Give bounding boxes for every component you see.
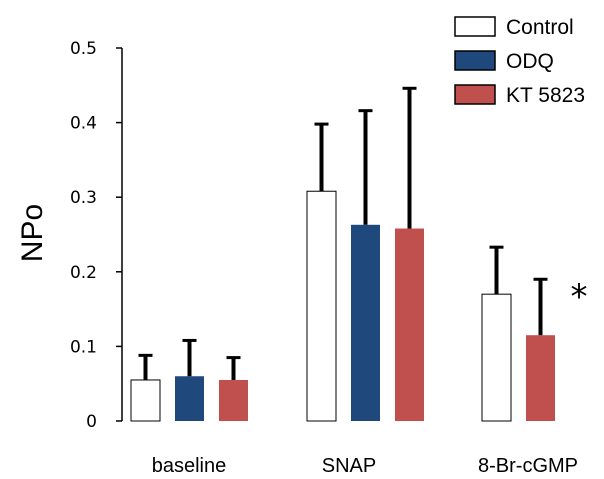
legend-swatch — [454, 84, 496, 105]
category-label: baseline — [152, 455, 227, 477]
category-labels: baseline SNAP 8-Br-cGMP — [152, 455, 578, 477]
category-label: SNAP — [322, 455, 376, 477]
y-tick-label: 0.4 — [70, 114, 97, 134]
annotations: * — [571, 277, 588, 317]
legend-swatch — [454, 50, 496, 71]
error-bars — [138, 86, 548, 380]
bar-control-8-br-cgmp — [481, 293, 512, 422]
bar-kt-5823-baseline — [219, 379, 248, 421]
y-tick-label: 0 — [86, 412, 97, 432]
bar-kt-5823-8-br-cgmp — [526, 335, 555, 421]
y-tick-label: 0.3 — [70, 188, 97, 208]
y-tick-label: 0.2 — [70, 263, 97, 283]
category-label: 8-Br-cGMP — [478, 455, 578, 477]
legend: Control ODQ KT 5823 — [454, 16, 585, 107]
legend-label: ODQ — [506, 50, 554, 73]
legend-label: KT 5823 — [506, 84, 585, 107]
bar-kt-5823-snap — [395, 228, 424, 421]
bar-control-baseline — [130, 379, 161, 422]
bars — [130, 190, 555, 422]
significance-asterisk: * — [571, 277, 588, 317]
legend-swatch — [454, 16, 496, 37]
y-tick-label: 0.1 — [70, 337, 97, 357]
y-axis-label: NPo — [16, 204, 49, 262]
y-ticks: 0 0.1 0.2 0.3 0.4 0.5 — [70, 39, 122, 432]
bar-odq-snap — [351, 224, 380, 421]
bar-odq-baseline — [175, 376, 204, 421]
y-tick-label: 0.5 — [70, 39, 97, 59]
legend-label: Control — [506, 16, 574, 39]
bar-control-snap — [306, 190, 337, 422]
